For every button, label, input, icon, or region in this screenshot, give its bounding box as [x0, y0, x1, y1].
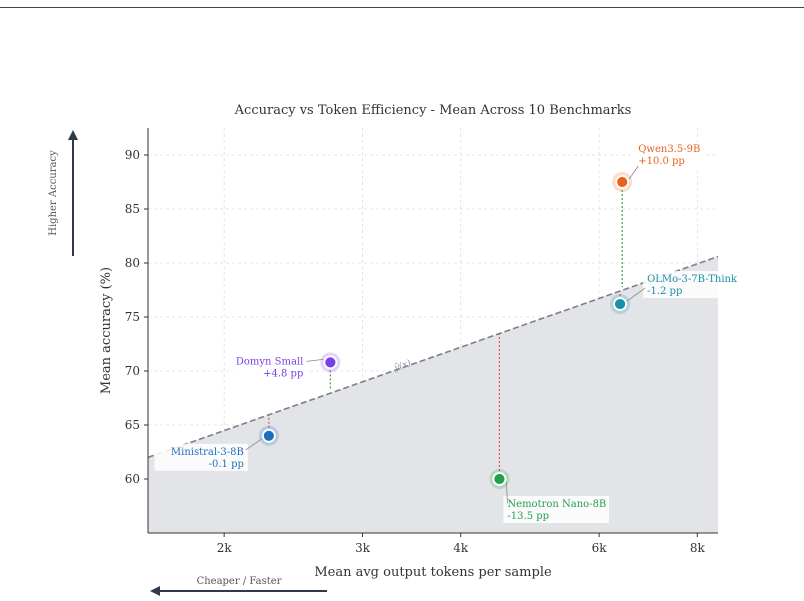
points — [258, 172, 633, 489]
point-label-delta: -13.5 pp — [507, 511, 549, 522]
point-label-delta: +10.0 pp — [638, 156, 685, 167]
point-label-name: Ministral-3-8B — [171, 447, 244, 458]
label-connector — [628, 165, 639, 180]
data-point — [492, 472, 507, 486]
label-box — [232, 353, 308, 381]
frontier-line — [147, 255, 719, 459]
frontier-area — [148, 256, 718, 533]
label-connector — [626, 287, 646, 302]
label-connector — [306, 358, 324, 362]
y-tick-label: 90 — [125, 148, 140, 162]
x-tick-label: 3k — [355, 541, 371, 555]
y-tick-label: 60 — [125, 472, 140, 486]
point-label-name: Nemotron Nano-8B — [507, 499, 606, 510]
y-tick-label: 75 — [125, 310, 140, 324]
point-label-name: Domyn Small — [236, 356, 303, 367]
data-point — [615, 175, 630, 189]
data-point — [261, 428, 276, 443]
x-tick-label: 6k — [592, 541, 608, 555]
point-label-delta: +4.8 pp — [263, 368, 303, 379]
point-label-name: Qwen3.5-9B — [638, 144, 700, 155]
higher-accuracy-arrow-icon — [68, 130, 78, 256]
axes — [147, 128, 718, 534]
x-tick-label: 4k — [453, 541, 469, 555]
left-arrow-head — [150, 586, 160, 596]
y-axis-label: Mean accuracy (%) — [99, 267, 114, 394]
point-labels: Ministral-3-8B-0.1 pp Domyn Small+4.8 pp N… — [154, 141, 743, 523]
cheaper-faster-label: Cheaper / Faster — [197, 576, 282, 587]
point-label-delta: -1.2 pp — [647, 286, 682, 297]
point-label-delta: -0.1 pp — [209, 459, 244, 470]
x-tick-label: 8k — [690, 541, 706, 555]
label-connector — [245, 438, 263, 451]
y-tick-label: 65 — [125, 418, 140, 432]
label-box — [154, 443, 248, 471]
y-tick-label: 70 — [125, 364, 140, 378]
chart-title: Accuracy vs Token Efficiency - Mean Acro… — [234, 103, 632, 118]
point-label-name: OLMo-3-7B-Think — [647, 274, 738, 285]
y-tick-label: 85 — [125, 202, 140, 216]
label-box — [643, 271, 743, 299]
label-connector — [506, 481, 508, 504]
data-point — [613, 297, 627, 311]
x-axis-label: Mean avg output tokens per sample — [314, 565, 552, 580]
label-box — [634, 141, 704, 168]
y-tick-label: 80 — [125, 256, 140, 270]
ticks: 2k 3k 4k 6k 8k 60 65 70 75 80 85 90 — [125, 148, 706, 555]
up-arrow-head — [68, 130, 78, 140]
label-box — [503, 496, 610, 523]
top-rule — [0, 7, 804, 8]
data-point — [323, 355, 338, 370]
higher-accuracy-label: Higher Accuracy — [48, 150, 59, 236]
cheaper-faster-arrow-icon — [150, 586, 327, 596]
x-tick-label: 2k — [217, 541, 233, 555]
